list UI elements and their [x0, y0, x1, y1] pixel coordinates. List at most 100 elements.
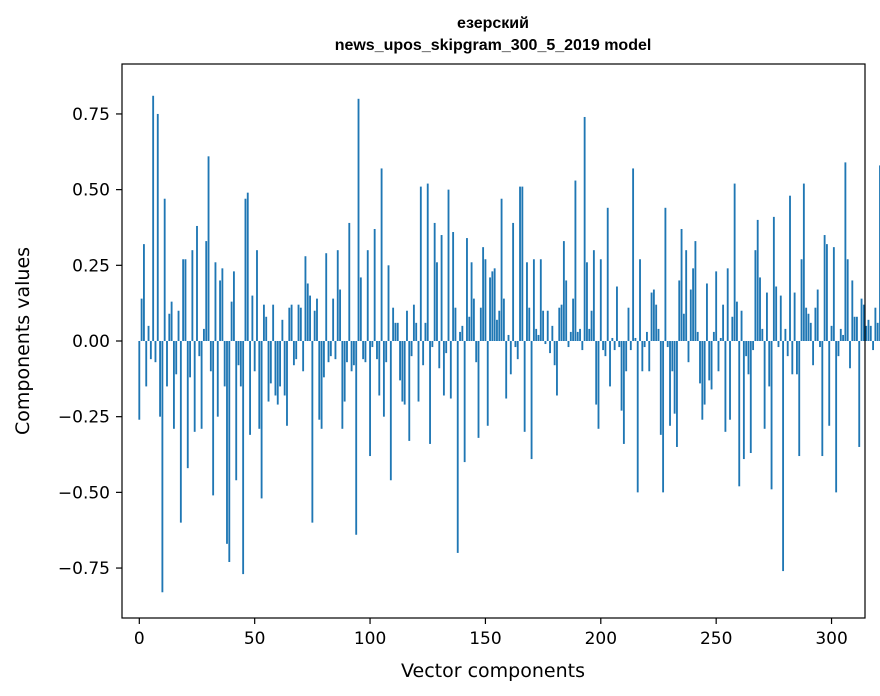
- bar: [532, 259, 535, 341]
- bar: [454, 307, 457, 341]
- bar: [281, 319, 284, 341]
- bar: [295, 341, 298, 360]
- bar: [184, 259, 187, 341]
- bar: [140, 298, 143, 341]
- bar: [763, 341, 766, 429]
- bar: [798, 341, 801, 457]
- bar: [327, 341, 330, 363]
- bar: [415, 322, 418, 341]
- bar: [260, 341, 263, 499]
- bar: [687, 341, 690, 363]
- bar: [657, 328, 660, 341]
- bar: [784, 328, 787, 341]
- bar: [267, 341, 270, 402]
- bar: [235, 341, 238, 481]
- bar: [408, 341, 411, 441]
- bar: [493, 268, 496, 341]
- bar: [634, 337, 637, 341]
- bar: [449, 341, 452, 399]
- bar: [179, 341, 182, 523]
- y-tick-label: −0.75: [58, 559, 110, 579]
- bar: [389, 341, 392, 481]
- bar: [205, 241, 208, 341]
- bar: [399, 341, 401, 381]
- bar: [433, 222, 436, 341]
- bar: [378, 341, 381, 396]
- bar: [442, 341, 445, 396]
- bar: [724, 341, 727, 432]
- bar: [177, 310, 180, 341]
- bar: [479, 307, 482, 341]
- bar: [302, 341, 305, 372]
- bar: [143, 244, 145, 341]
- bar: [576, 331, 579, 341]
- bar: [604, 341, 607, 357]
- bar: [175, 341, 178, 375]
- bar: [862, 304, 865, 341]
- bar: [646, 331, 648, 341]
- bar: [772, 216, 775, 341]
- y-tick-label: −0.25: [58, 408, 110, 428]
- bar: [221, 268, 224, 341]
- bar: [505, 341, 508, 399]
- bar: [424, 322, 427, 341]
- bar: [826, 244, 828, 341]
- bar: [306, 283, 309, 341]
- bar: [712, 331, 715, 341]
- bar: [549, 341, 551, 354]
- bar: [659, 341, 662, 435]
- bar: [816, 289, 819, 341]
- bar: [202, 328, 205, 341]
- bar: [754, 250, 757, 341]
- bar: [452, 232, 455, 341]
- bar: [403, 341, 406, 405]
- bar: [664, 207, 667, 341]
- bar: [546, 310, 549, 341]
- bar: [519, 186, 521, 341]
- x-tick-label: 150: [469, 629, 501, 649]
- bar: [318, 341, 321, 420]
- bar: [339, 289, 341, 341]
- chart-title: езерский: [457, 15, 529, 32]
- bar: [329, 341, 332, 357]
- bar: [262, 304, 265, 341]
- bar: [592, 250, 595, 341]
- bar: [438, 341, 441, 369]
- bar: [489, 277, 491, 341]
- bar: [676, 341, 678, 447]
- bar: [553, 341, 556, 366]
- bar: [447, 189, 450, 341]
- x-tick-label: 200: [585, 629, 617, 649]
- bar: [627, 307, 630, 341]
- bar: [147, 325, 150, 341]
- bar: [814, 307, 817, 341]
- bar: [316, 298, 318, 341]
- bar: [756, 219, 759, 341]
- bar: [419, 186, 422, 341]
- bar: [230, 301, 233, 341]
- bar: [802, 183, 805, 341]
- bar: [461, 325, 464, 341]
- bar: [232, 271, 235, 341]
- bar: [410, 341, 413, 357]
- bar: [733, 183, 736, 341]
- bar: [786, 341, 789, 357]
- bar: [828, 341, 831, 426]
- bar: [163, 198, 166, 341]
- bar: [182, 259, 185, 341]
- bar: [835, 341, 838, 493]
- bar: [429, 341, 431, 444]
- bar: [514, 341, 517, 348]
- bar: [288, 307, 291, 341]
- bar: [242, 341, 245, 575]
- bar: [588, 328, 591, 341]
- bar: [731, 316, 734, 341]
- bar: [761, 328, 764, 341]
- y-tick-label: 0.50: [72, 181, 110, 201]
- bar: [364, 341, 367, 363]
- x-tick-label: 250: [700, 629, 732, 649]
- bar: [292, 341, 295, 366]
- bar: [156, 113, 159, 341]
- bar: [348, 222, 351, 341]
- bar: [304, 256, 307, 341]
